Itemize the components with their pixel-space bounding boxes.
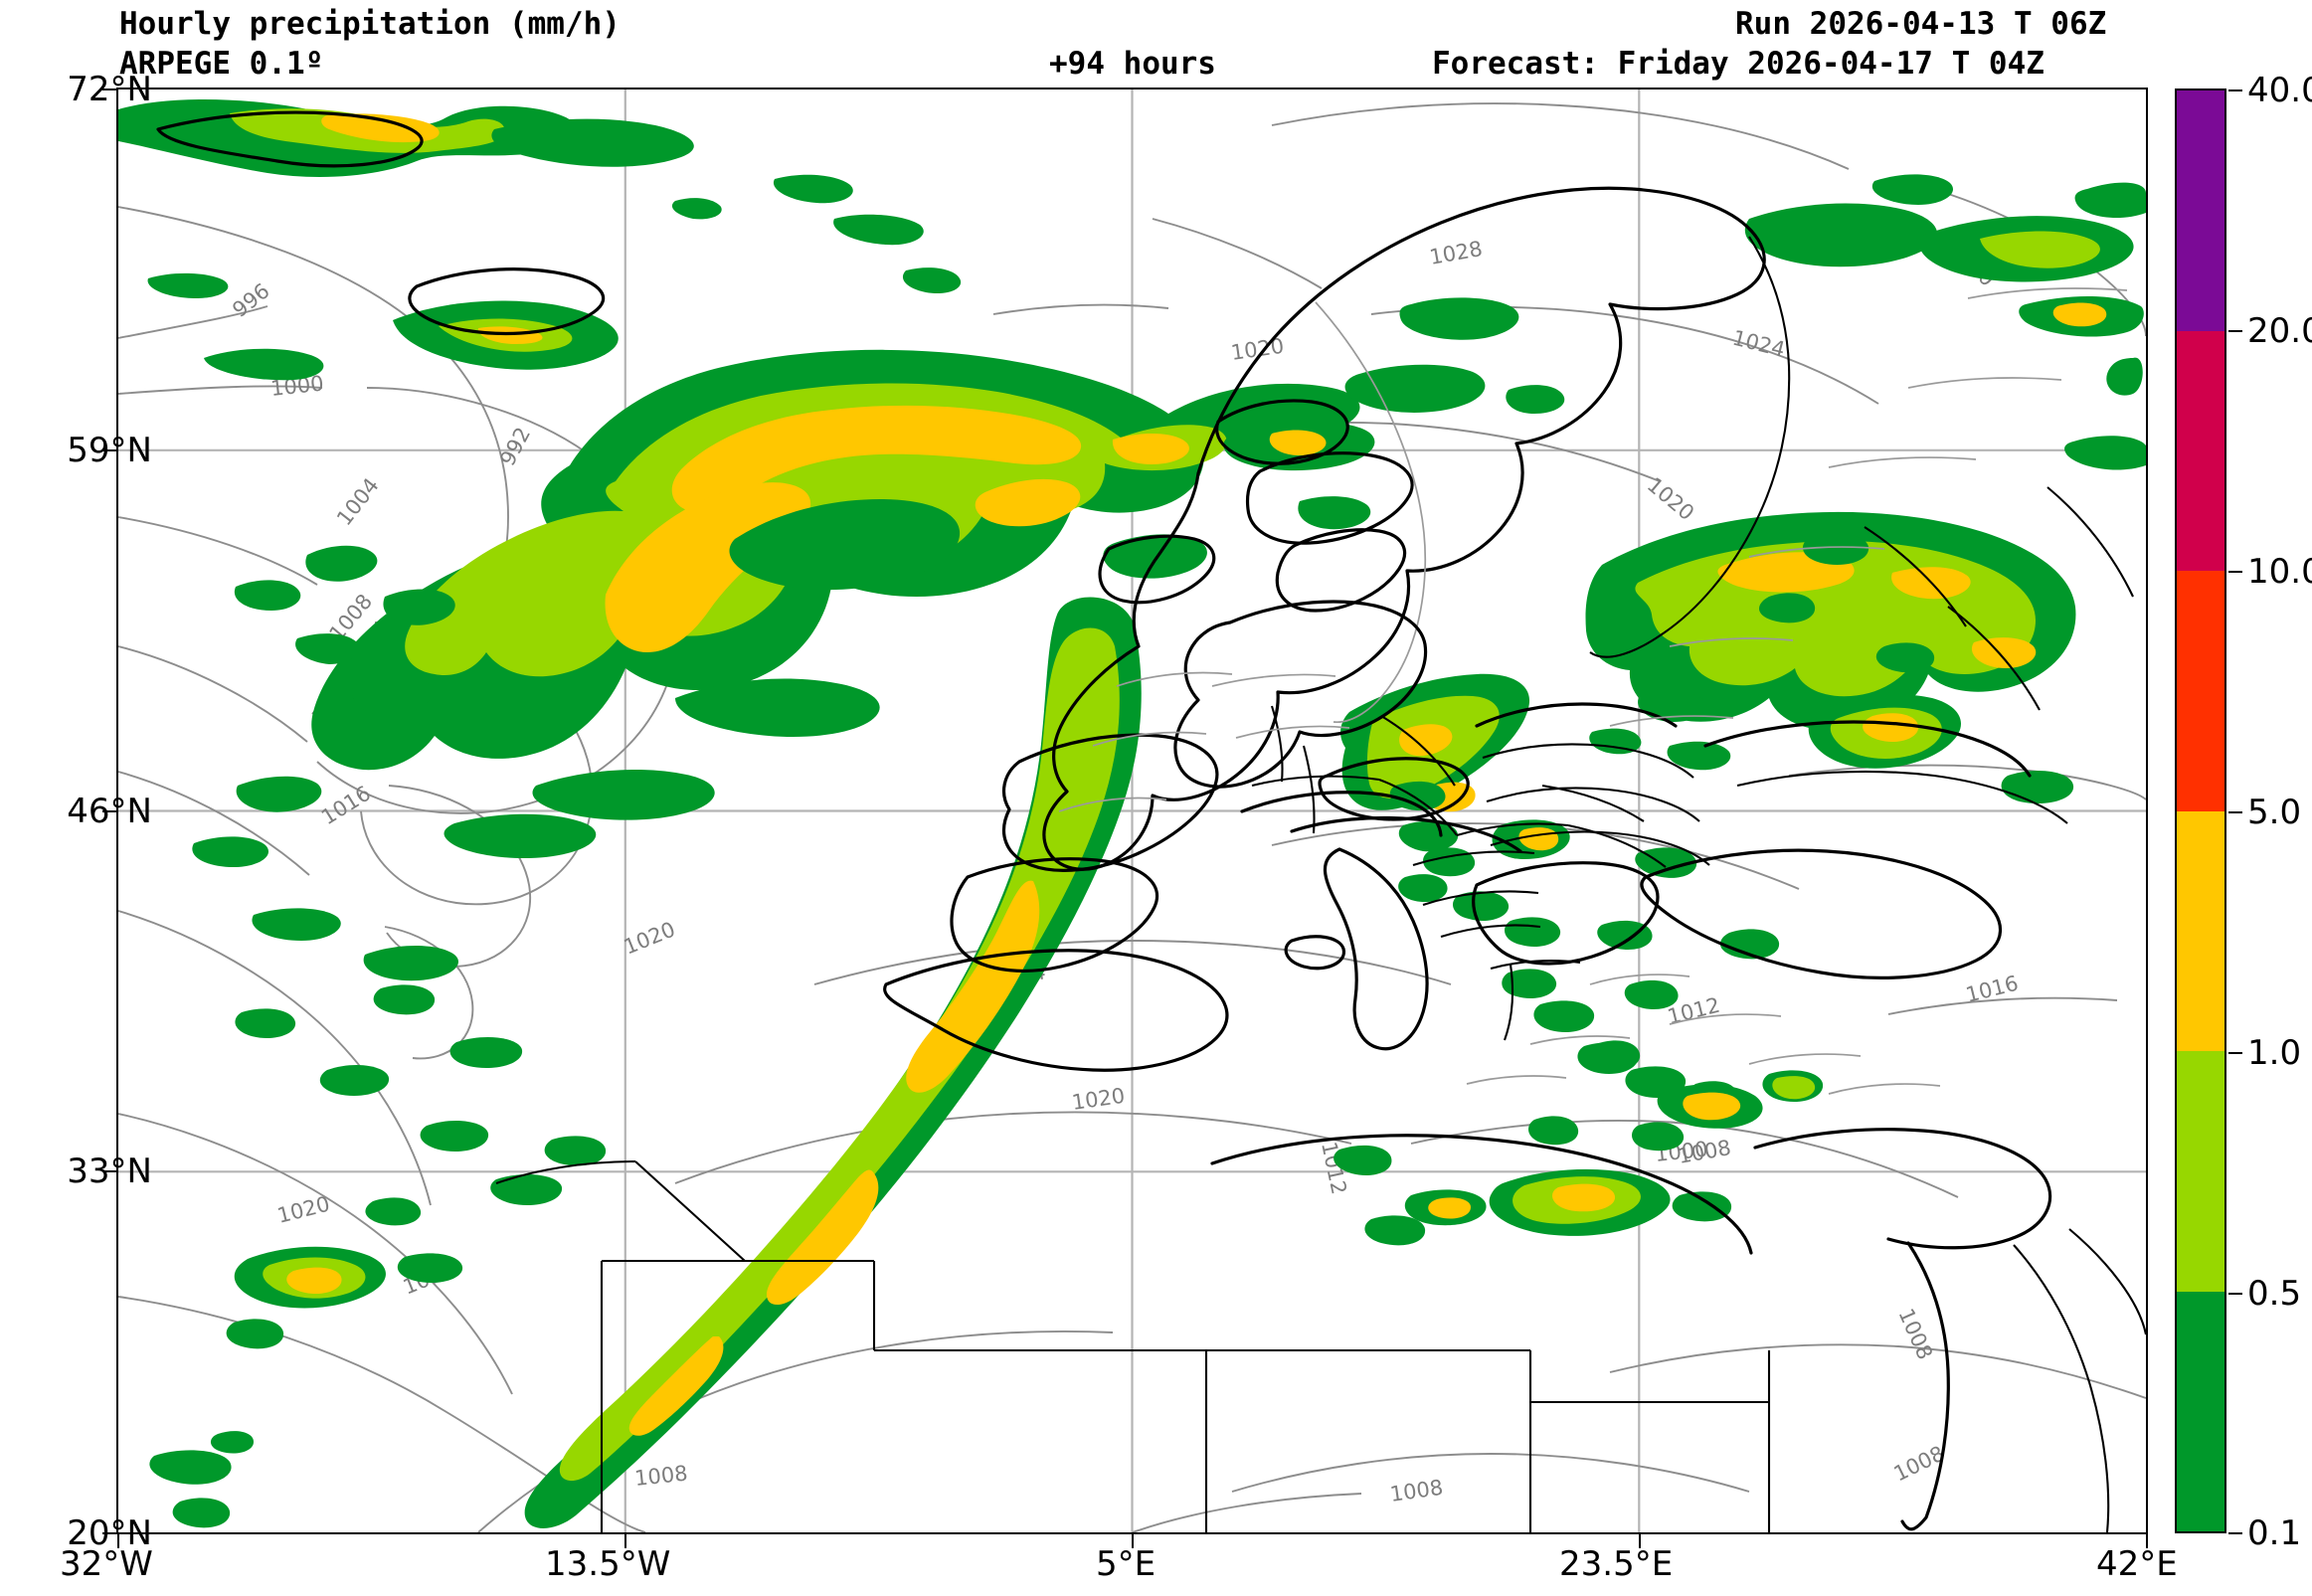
forecast-time-label: Forecast: Friday 2026-04-17 T 04Z (1432, 46, 2045, 82)
colorbar-tick-5 (2228, 811, 2242, 813)
colorbar-band-10-20 (2177, 330, 2224, 572)
isobar-label: 1016 (317, 782, 375, 830)
y-axis-label-59n: 59°N (67, 431, 152, 470)
colorbar-label-05: 0.5 (2247, 1274, 2302, 1314)
y-axis-label-72n: 72°N (67, 70, 152, 109)
y-axis-label-46n: 46°N (67, 792, 152, 831)
colorbar-label-5: 5.0 (2247, 793, 2302, 832)
colorbar-tick-20 (2228, 330, 2242, 332)
isobar-label: 1016 (1963, 972, 2021, 1007)
precipitation-field (118, 98, 2146, 1528)
colorbar-label-20: 20.0 (2247, 311, 2312, 351)
map-canvas[interactable]: .g1{fill:#00982a} /* 0.1 - 0.5 */ .g2{fi… (116, 88, 2148, 1534)
y-tick-59n (102, 449, 116, 451)
x-tick-42e (2146, 1534, 2148, 1548)
isobar-label: 1008 (1388, 1476, 1444, 1507)
page-title: Hourly precipitation (mm/h) (119, 6, 621, 42)
isobar-label: 1028 (1428, 237, 1485, 269)
isobar-label: 1004 (332, 473, 384, 530)
isobar-label: 1008 (1893, 1305, 1937, 1363)
colorbar-tick-05 (2228, 1293, 2242, 1295)
y-tick-72n (102, 89, 116, 90)
isobar-label: 1020 (274, 1192, 332, 1228)
isobar-label: 1008 (633, 1462, 689, 1491)
colorbar-band-1-5 (2177, 810, 2224, 1052)
x-axis-label-32w: 32°W (60, 1544, 153, 1584)
x-axis-label-235e: 23.5°E (1559, 1544, 1674, 1584)
colorbar-tick-01 (2228, 1532, 2242, 1534)
colorbar-band-05-1 (2177, 1051, 2224, 1292)
isobar-label: 1024 (1730, 326, 1788, 362)
colorbar-label-40: 40.0 (2247, 71, 2312, 110)
x-axis-label-5e: 5°E (1096, 1544, 1156, 1584)
x-axis-label-135w: 13.5°W (545, 1544, 671, 1584)
y-tick-20n (102, 1532, 116, 1534)
x-tick-5e (1132, 1534, 1134, 1548)
isobar-label: 1020 (621, 917, 679, 959)
y-axis-label-20n: 20°N (67, 1513, 152, 1553)
colorbar (2175, 89, 2226, 1533)
colorbar-band-20-40 (2177, 90, 2224, 331)
x-tick-135w (624, 1534, 626, 1548)
y-tick-33n (102, 1170, 116, 1172)
colorbar-tick-1 (2228, 1052, 2242, 1054)
colorbar-band-5-10 (2177, 571, 2224, 811)
y-axis-label-33n: 33°N (67, 1152, 152, 1191)
x-tick-235e (1639, 1534, 1641, 1548)
x-tick-32w (117, 1534, 119, 1548)
isobar-label: 992 (495, 424, 535, 470)
y-tick-46n (102, 810, 116, 812)
colorbar-band-01-05 (2177, 1291, 2224, 1531)
isobar-label: 996 (228, 278, 273, 322)
coastlines (156, 110, 2146, 1532)
isobar-label: 1020 (1070, 1084, 1126, 1115)
colorbar-label-01: 0.1 (2247, 1513, 2302, 1553)
colorbar-tick-10 (2228, 571, 2242, 573)
model-label: ARPEGE 0.1º (119, 46, 324, 82)
map-svg: .g1{fill:#00982a} /* 0.1 - 0.5 */ .g2{fi… (118, 89, 2146, 1532)
lead-time-label: +94 hours (1049, 46, 1216, 82)
colorbar-label-1: 1.0 (2247, 1033, 2302, 1073)
colorbar-label-10: 10.0 (2247, 552, 2312, 592)
run-time-label: Run 2026-04-13 T 06Z (1735, 6, 2107, 42)
isobar-label: 1020 (1643, 472, 1698, 525)
x-axis-label-42e: 42°E (2096, 1544, 2178, 1584)
colorbar-tick-40 (2228, 89, 2242, 91)
